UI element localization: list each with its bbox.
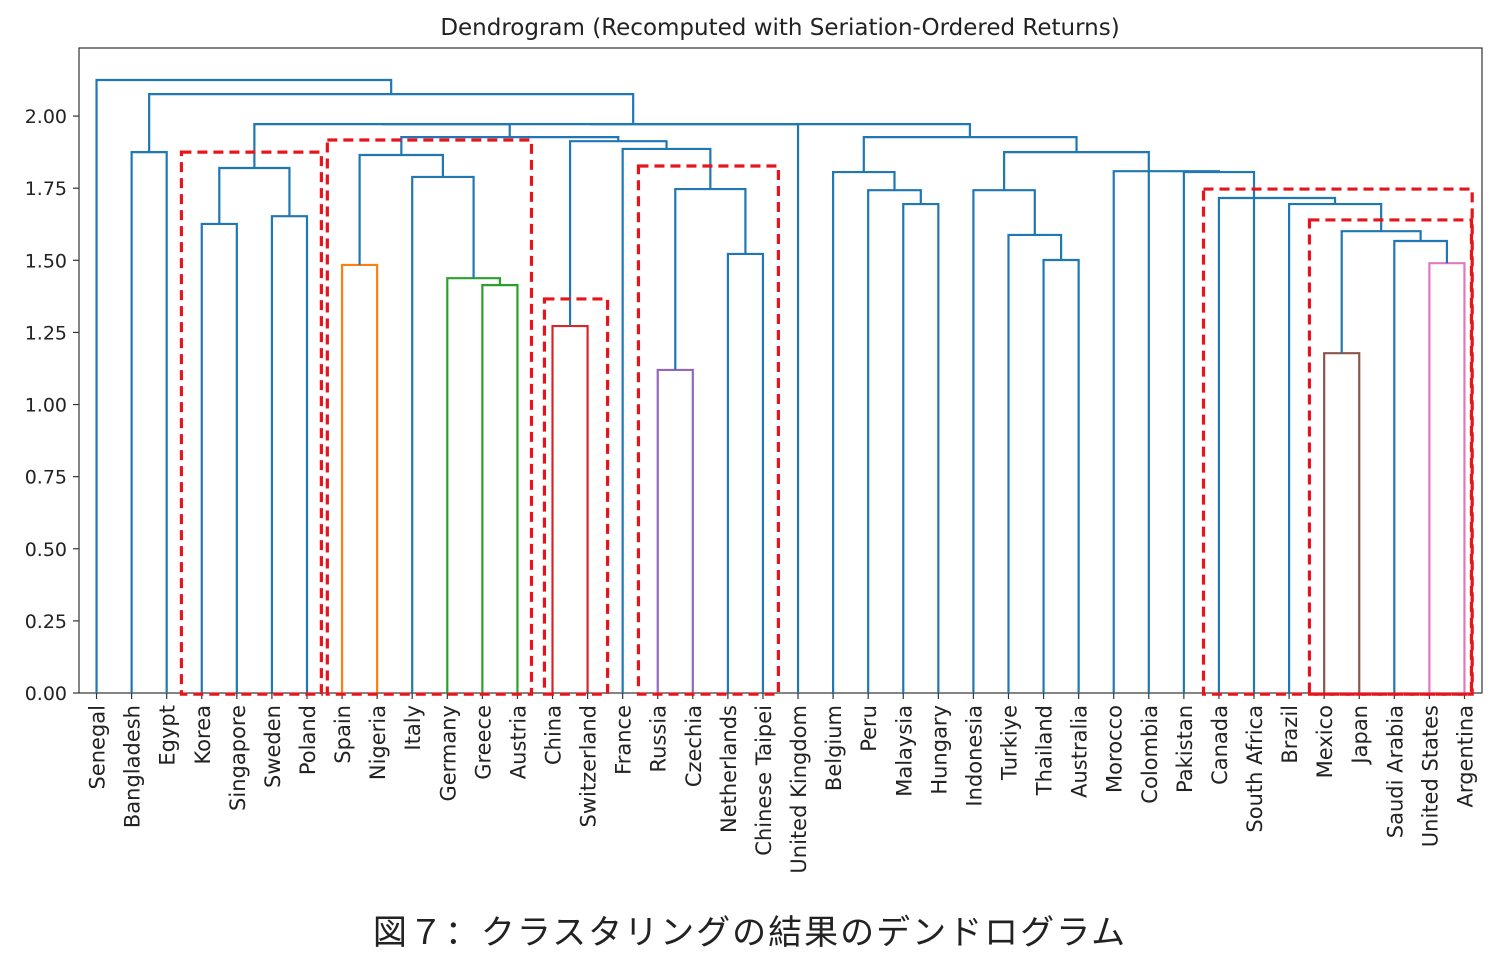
dendrogram-link (867, 189, 922, 693)
y-tick-label: 0.25 (25, 611, 67, 633)
dendrogram-link (411, 175, 475, 693)
leaf-label: Austria (506, 705, 530, 779)
leaf-label: France (612, 705, 636, 775)
dendrogram-link (1393, 239, 1449, 693)
dendrogram-link (551, 324, 589, 693)
leaf-label: Brazil (1278, 705, 1302, 764)
y-tick-label: 1.25 (25, 322, 67, 344)
leaf-label: Korea (191, 705, 215, 765)
leaf-label: Spain (331, 705, 355, 764)
leaf-label: Colombia (1138, 705, 1162, 804)
leaf-label: Greece (471, 705, 495, 780)
leaf-label: Hungary (927, 705, 951, 795)
dendrogram-link (1042, 258, 1080, 693)
cluster-highlight-box (1201, 187, 1474, 696)
leaf-label: South Africa (1243, 705, 1267, 833)
y-tick-label: 0.75 (25, 467, 67, 489)
leaf-label: Malaysia (892, 705, 916, 797)
leaf-label: Russia (647, 705, 671, 773)
dendrogram-link (340, 263, 379, 693)
leaf-label: Turkiye (997, 705, 1021, 781)
plot-frame (78, 47, 1483, 694)
y-tick-label: 1.50 (25, 250, 67, 272)
leaf-label: Morocco (1103, 705, 1127, 793)
dendrogram-link (1428, 262, 1466, 693)
dendrogram-link (1112, 170, 1221, 693)
dendrogram-links (95, 78, 1466, 693)
leaf-label: Mexico (1313, 705, 1337, 778)
leaf-label: Egypt (156, 705, 180, 766)
leaf-label: Czechia (682, 705, 706, 787)
leaf-label: Germany (436, 705, 460, 802)
y-axis: 0.00 0.25 0.50 0.75 1.00 1.25 1.50 1.75 2.00 (25, 106, 79, 705)
leaf-label: Italy (401, 705, 425, 751)
dendrogram-link (902, 202, 940, 693)
leaf-label: Poland (296, 705, 320, 775)
dendrogram-link (95, 78, 393, 693)
leaf-label: Japan (1348, 705, 1372, 766)
chart-title: Dendrogram (Recomputed with Seriation-Or… (440, 15, 1119, 41)
dendrogram-link (1287, 202, 1383, 693)
axes-border (78, 47, 1483, 694)
figure-caption: 図７：クラスタリングの結果のデンドログラム (372, 913, 1128, 953)
leaf-label: Senegal (86, 705, 110, 790)
leaf-label: Nigeria (366, 705, 390, 780)
dendrogram-link (726, 252, 765, 693)
leaf-label: Switzerland (577, 705, 601, 828)
dendrogram-link (656, 368, 694, 693)
leaf-label: United States (1418, 705, 1442, 847)
leaf-label: Indonesia (962, 705, 986, 807)
cluster-highlight-box (179, 150, 323, 696)
leaf-label: Argentina (1453, 705, 1477, 807)
leaf-label: Saudi Arabia (1383, 705, 1407, 838)
dendrogram-chart: Dendrogram (Recomputed with Seriation-Or… (25, 15, 1483, 874)
cluster-highlight-box (1307, 218, 1474, 696)
dendrogram-link (358, 153, 445, 265)
leaf-label: Pakistan (1173, 705, 1197, 793)
leaf-label: Belgium (822, 705, 846, 791)
y-tick-label: 0.50 (25, 539, 67, 561)
leaf-label: Netherlands (717, 705, 741, 833)
leaf-label: Thailand (1033, 705, 1057, 796)
y-tick-label: 1.00 (25, 395, 67, 417)
leaf-label: Canada (1208, 705, 1232, 785)
dendrogram-link (1003, 151, 1150, 693)
dendrogram-link (621, 147, 712, 693)
dendrogram-link (400, 136, 620, 156)
leaf-label: China (542, 705, 566, 765)
x-axis: Senegal Bangladesh Egypt Korea Singapore Swed… (86, 693, 1477, 874)
dendrogram-link (446, 277, 501, 693)
leaf-label: Chinese Taipei (752, 705, 776, 856)
dendrogram-link (130, 151, 168, 693)
dendrogram-link (590, 123, 972, 138)
y-tick-label: 1.75 (25, 178, 67, 200)
dendrogram-link (1217, 196, 1337, 693)
dendrogram-link (270, 215, 309, 693)
cluster-highlight-boxes (179, 138, 1474, 696)
cluster-highlight-box (325, 138, 534, 696)
dendrogram-link (832, 170, 896, 693)
dendrogram-link (382, 123, 800, 693)
cluster-highlight-box (636, 164, 780, 696)
leaf-label: Bangladesh (121, 705, 145, 828)
y-tick-label: 2.00 (25, 106, 67, 128)
cluster-highlight-box (542, 297, 610, 696)
dendrogram-link (1340, 230, 1422, 354)
leaf-label: Sweden (261, 705, 285, 788)
dendrogram-link (200, 222, 238, 693)
y-tick-label: 0.00 (25, 683, 67, 705)
leaf-label: Singapore (226, 705, 250, 811)
leaf-label: United Kingdom (787, 705, 811, 874)
leaf-label: Australia (1068, 705, 1092, 798)
dendrogram-link (972, 189, 1036, 693)
dendrogram-link (1007, 233, 1063, 693)
dendrogram-link (481, 284, 519, 693)
dendrogram-link (1323, 352, 1361, 693)
dendrogram-link (253, 123, 511, 168)
dendrogram-link (862, 136, 1078, 173)
leaf-label: Peru (857, 705, 881, 752)
dendrogram-link (674, 187, 747, 370)
